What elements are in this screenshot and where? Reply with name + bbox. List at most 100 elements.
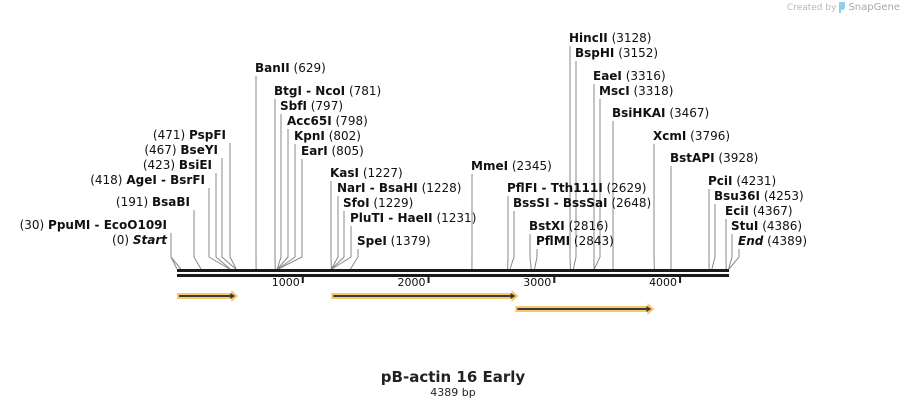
site-label[interactable]: PciI (4231) — [708, 174, 776, 188]
feature-arrow[interactable] — [177, 290, 239, 302]
enzyme-name: SpeI — [357, 234, 387, 248]
site-position: (191) — [116, 195, 152, 209]
tick-label: 4000 — [649, 276, 677, 289]
axis-ticks: 1000 2000 3000 4000 — [272, 276, 682, 289]
site-label[interactable]: (471) PspFI — [153, 128, 226, 142]
site-label[interactable]: SpeI (1379) — [357, 234, 431, 248]
enzyme-name: Acc65I — [287, 114, 332, 128]
site-label[interactable]: KasI (1227) — [330, 166, 403, 180]
site-position: (781) — [345, 84, 381, 98]
site-position: (3318) — [630, 84, 674, 98]
feature-arrow[interactable] — [331, 290, 519, 302]
site-connectors — [170, 46, 740, 270]
site-connector — [350, 249, 359, 270]
site-connector — [331, 226, 352, 270]
site-label[interactable]: BstAPI (3928) — [670, 151, 758, 165]
site-label[interactable]: BssSI - BssSaI (2648) — [513, 196, 651, 210]
enzyme-name: Start — [133, 233, 168, 247]
site-label[interactable]: End (4389) — [738, 234, 807, 248]
site-connector — [529, 234, 532, 270]
site-position: (3128) — [608, 31, 652, 45]
site-position: (2843) — [570, 234, 614, 248]
site-label[interactable]: MscI (3318) — [599, 84, 673, 98]
site-label[interactable]: BstXI (2816) — [529, 219, 608, 233]
site-label[interactable]: NarI - BsaHI (1228) — [337, 181, 461, 195]
site-connector — [331, 196, 339, 270]
site-position: (3316) — [622, 69, 666, 83]
site-label[interactable]: (423) BsiEI — [143, 158, 212, 172]
site-label[interactable]: (30) PpuMI - EcoO109I — [20, 218, 167, 232]
site-label[interactable]: BtgI - NcoI (781) — [274, 84, 381, 98]
site-connector — [215, 173, 231, 270]
site-position: (4386) — [758, 219, 802, 233]
site-label[interactable]: EarI (805) — [301, 144, 364, 158]
site-connector — [509, 211, 515, 270]
site-label[interactable]: (191) BsaBI — [116, 195, 190, 209]
site-label[interactable]: BspHI (3152) — [575, 46, 658, 60]
enzyme-name: KpnI — [294, 129, 325, 143]
site-label[interactable]: PluTI - HaeII (1231) — [350, 211, 476, 225]
site-label[interactable]: EaeI (3316) — [593, 69, 666, 83]
enzyme-name: StuI — [731, 219, 758, 233]
tick-label: 2000 — [398, 276, 426, 289]
enzyme-name: Bsu36I — [714, 189, 760, 203]
plasmid-length: 4389 bp — [430, 386, 476, 399]
site-position: (3467) — [666, 106, 710, 120]
plasmid-name: pB-actin 16 Early — [380, 368, 526, 386]
site-label[interactable]: HincII (3128) — [569, 31, 651, 45]
site-position: (471) — [153, 128, 189, 142]
enzyme-name: SbfI — [280, 99, 307, 113]
enzyme-name: BspHI — [575, 46, 614, 60]
site-position: (802) — [325, 129, 361, 143]
site-label[interactable]: BanII (629) — [255, 61, 326, 75]
site-connector — [728, 249, 740, 270]
tick-mark — [553, 277, 556, 283]
site-position: (1231) — [433, 211, 477, 225]
site-label[interactable]: StuI (4386) — [731, 219, 802, 233]
site-position: (1228) — [418, 181, 462, 195]
site-connector — [711, 204, 716, 270]
site-position: (2629) — [603, 181, 647, 195]
site-label[interactable]: KpnI (802) — [294, 129, 361, 143]
site-position: (4231) — [733, 174, 777, 188]
site-connector — [728, 234, 733, 270]
enzyme-name: BstXI — [529, 219, 565, 233]
site-position: (3796) — [686, 129, 730, 143]
site-label[interactable]: BsiHKAI (3467) — [612, 106, 709, 120]
enzyme-name: PflMI — [536, 234, 570, 248]
site-connector — [229, 143, 237, 270]
enzyme-name: PciI — [708, 174, 733, 188]
site-label[interactable]: (467) BseYI — [144, 143, 218, 157]
enzyme-name: BsaBI — [152, 195, 190, 209]
site-position: (1227) — [359, 166, 403, 180]
site-connector — [221, 158, 237, 270]
site-position: (3928) — [715, 151, 759, 165]
site-label[interactable]: MmeI (2345) — [471, 159, 552, 173]
feature-arrows — [177, 290, 655, 315]
site-label[interactable]: (418) AgeI - BsrFI — [90, 173, 205, 187]
feature-arrow[interactable] — [515, 303, 655, 315]
site-label[interactable]: (0) Start — [112, 233, 168, 247]
site-label[interactable]: Bsu36I (4253) — [714, 189, 804, 203]
enzyme-name: BanII — [255, 61, 290, 75]
enzyme-name: MscI — [599, 84, 630, 98]
site-label[interactable]: PflFI - Tth111I (2629) — [507, 181, 646, 195]
site-label[interactable]: PflMI (2843) — [536, 234, 614, 248]
site-position: (2648) — [608, 196, 652, 210]
enzyme-name: XcmI — [653, 129, 686, 143]
site-label[interactable]: Acc65I (798) — [287, 114, 368, 128]
site-position: (418) — [90, 173, 126, 187]
site-label[interactable]: XcmI (3796) — [653, 129, 730, 143]
site-label[interactable]: SfoI (1229) — [343, 196, 413, 210]
dna-backbone — [177, 269, 729, 277]
enzyme-name: HincII — [569, 31, 608, 45]
site-position: (30) — [20, 218, 48, 232]
site-position: (629) — [290, 61, 326, 75]
credit-prefix: Created by — [786, 2, 837, 13]
site-position: (4389) — [763, 234, 807, 248]
site-label[interactable]: EciI (4367) — [725, 204, 793, 218]
enzyme-name: BseYI — [180, 143, 218, 157]
site-label[interactable]: SbfI (797) — [280, 99, 343, 113]
enzyme-name: NarI - BsaHI — [337, 181, 418, 195]
enzyme-name: SfoI — [343, 196, 370, 210]
